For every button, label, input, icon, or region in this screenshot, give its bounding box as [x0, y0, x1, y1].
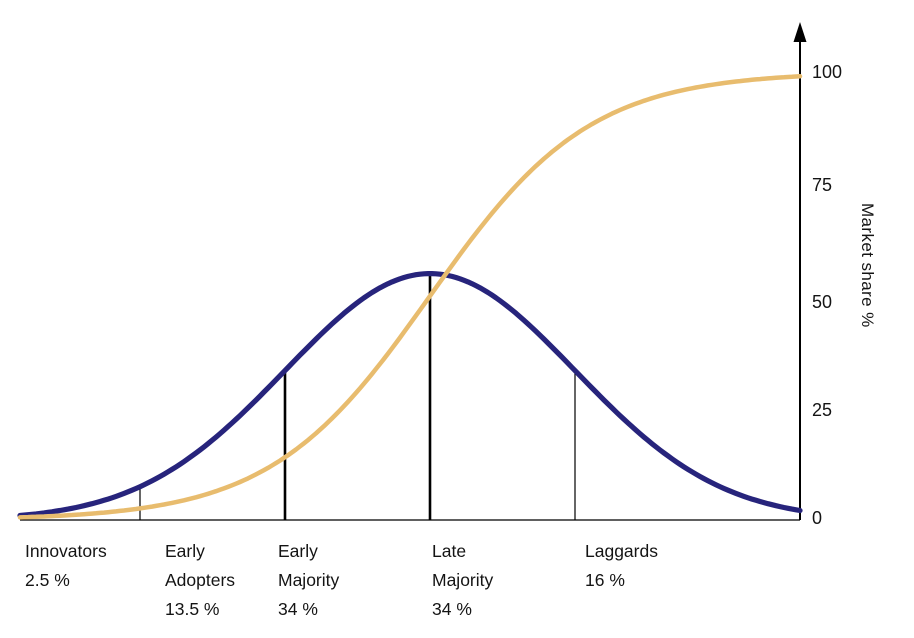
adopter-bell-curve: [17, 271, 803, 519]
category-label-late-majority: Late Majority 34 %: [432, 537, 532, 624]
category-label-early-majority: Early Majority 34 %: [278, 537, 378, 624]
y-axis-arrowhead: [793, 22, 807, 42]
y-tick-25: 25: [812, 400, 833, 420]
category-share: 16 %: [585, 570, 625, 590]
y-tick-75: 75: [812, 175, 833, 195]
y-tick-0: 0: [812, 508, 823, 528]
y-tick-50: 50: [812, 292, 833, 312]
category-name: Early Adopters: [165, 541, 236, 590]
cumulative-market-share-s-curve: [17, 74, 803, 520]
category-share: 13.5 %: [165, 599, 220, 619]
category-label-early-adopters: Early Adopters 13.5 %: [165, 537, 265, 624]
category-share: 2.5 %: [25, 570, 70, 590]
category-share: 34 %: [278, 599, 318, 619]
category-name: Innovators: [25, 541, 107, 561]
y-axis-title: Market share %: [858, 203, 877, 328]
y-tick-100: 100: [812, 62, 843, 82]
category-name: Late Majority: [432, 541, 494, 590]
category-label-innovators: Innovators 2.5 %: [25, 537, 160, 595]
category-share: 34 %: [432, 599, 472, 619]
category-name: Laggards: [585, 541, 658, 561]
category-label-laggards: Laggards 16 %: [585, 537, 720, 595]
category-name: Early Majority: [278, 541, 340, 590]
